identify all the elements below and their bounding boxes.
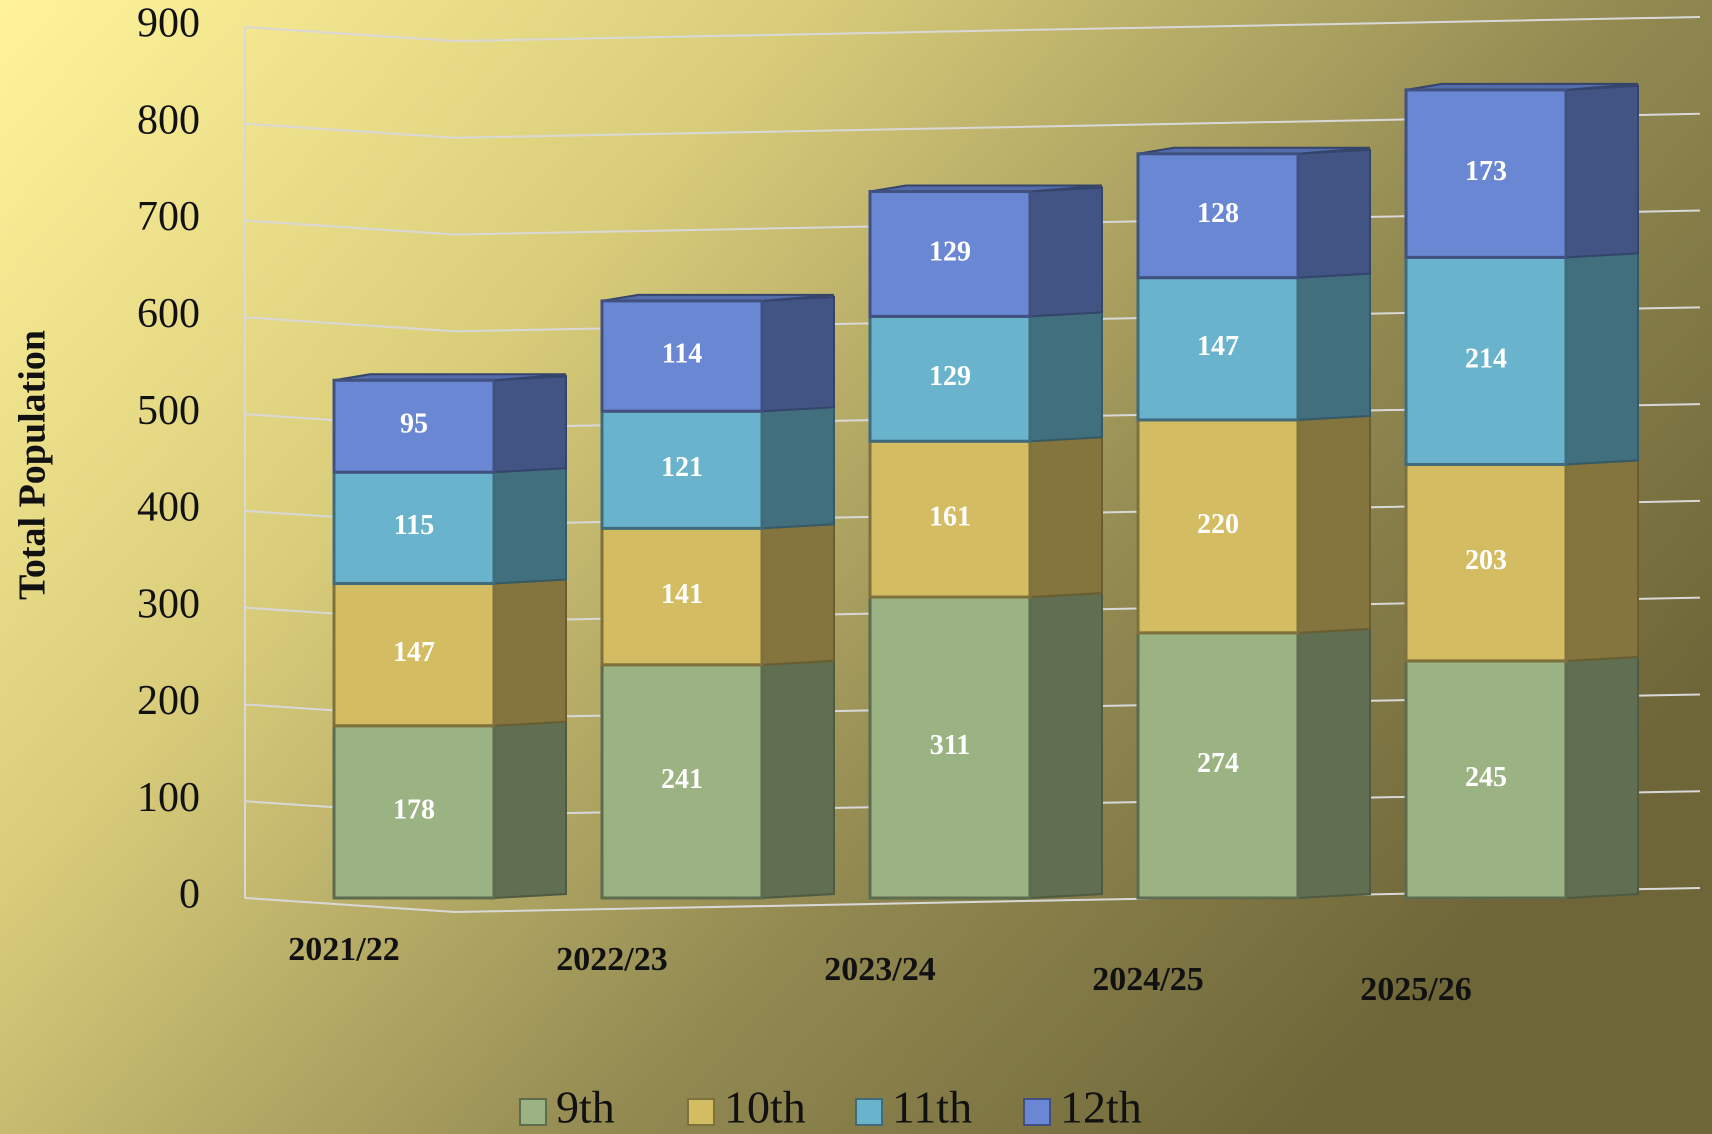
x-tick-label: 2022/23 xyxy=(556,941,667,978)
data-label: 161 xyxy=(929,502,971,533)
data-label: 147 xyxy=(1197,331,1239,362)
bar xyxy=(332,581,496,728)
data-label: 178 xyxy=(393,794,435,825)
data-label: 129 xyxy=(929,361,971,392)
data-label: 129 xyxy=(929,236,971,267)
data-label: 245 xyxy=(1465,762,1507,793)
bar xyxy=(1136,631,1300,900)
data-label: 274 xyxy=(1197,748,1239,779)
bar-side xyxy=(1029,591,1103,900)
bar xyxy=(600,299,764,413)
bar-side xyxy=(493,720,567,900)
data-label: 114 xyxy=(662,338,702,369)
bar-side xyxy=(761,523,835,666)
y-tick-label: 600 xyxy=(137,291,200,337)
bar xyxy=(1136,276,1300,422)
x-tick-label: 2025/26 xyxy=(1360,971,1471,1008)
data-label: 214 xyxy=(1465,343,1507,374)
bar xyxy=(1404,255,1568,466)
data-label: 95 xyxy=(400,409,428,440)
y-tick-label: 800 xyxy=(137,97,200,143)
data-label: 220 xyxy=(1197,509,1239,540)
bar xyxy=(600,409,764,530)
data-label: 203 xyxy=(1465,545,1507,576)
bar xyxy=(1404,88,1568,259)
bar xyxy=(868,595,1032,900)
y-axis-label: Total Population xyxy=(12,330,54,600)
bar xyxy=(332,378,496,474)
bar xyxy=(868,439,1032,599)
bar xyxy=(1404,659,1568,900)
legend-swatch xyxy=(855,1098,883,1126)
y-tick-label: 300 xyxy=(137,581,200,627)
bar xyxy=(332,470,496,585)
bar-side xyxy=(761,295,835,413)
bar-side xyxy=(761,406,835,530)
bar-side xyxy=(1029,186,1103,318)
bar-side xyxy=(1297,148,1371,279)
bar-side xyxy=(1297,272,1371,421)
x-tick-label: 2024/25 xyxy=(1092,961,1203,998)
bar-side xyxy=(1297,627,1371,900)
data-label: 173 xyxy=(1465,156,1507,187)
y-tick-label: 100 xyxy=(137,775,200,821)
y-tick-label: 500 xyxy=(137,388,200,434)
bar-side xyxy=(493,467,567,585)
data-label: 141 xyxy=(661,579,703,610)
legend-label: 9th xyxy=(556,1082,615,1133)
bar-side xyxy=(761,659,835,900)
bar-side xyxy=(493,578,567,727)
x-tick-label: 2021/22 xyxy=(288,931,399,968)
bar xyxy=(1136,152,1300,280)
y-tick-label: 900 xyxy=(137,1,200,47)
grid-line xyxy=(244,112,1701,139)
bar-side xyxy=(493,375,567,474)
legend-swatch xyxy=(1023,1098,1051,1126)
bar-side xyxy=(1565,252,1639,466)
y-tick-label: 200 xyxy=(137,678,200,724)
bar-side xyxy=(1029,311,1103,443)
data-label: 121 xyxy=(661,452,703,483)
y-tick-label: 400 xyxy=(137,485,200,531)
data-label: 241 xyxy=(661,764,703,795)
bar-side xyxy=(1029,436,1103,599)
data-label: 147 xyxy=(393,637,435,668)
bar-side xyxy=(1565,84,1639,259)
bar-side xyxy=(1297,414,1371,634)
legend-label: 11th xyxy=(892,1082,972,1133)
bar-side xyxy=(1565,459,1639,662)
bar xyxy=(868,190,1032,318)
bar xyxy=(868,314,1032,443)
data-label: 311 xyxy=(930,730,970,761)
y-tick-label: 700 xyxy=(137,194,200,240)
legend-swatch xyxy=(519,1098,547,1126)
legend-label: 10th xyxy=(724,1082,806,1133)
legend-swatch xyxy=(687,1098,715,1126)
legend-label: 12th xyxy=(1060,1082,1142,1133)
x-tick-label: 2023/24 xyxy=(824,951,935,988)
data-label: 128 xyxy=(1197,198,1239,229)
bar-side xyxy=(1565,655,1639,900)
bar xyxy=(1136,418,1300,635)
data-label: 115 xyxy=(394,510,434,541)
y-tick-label: 0 xyxy=(179,872,200,918)
grid-line xyxy=(244,16,1701,43)
bar xyxy=(600,526,764,667)
bar xyxy=(332,724,496,900)
